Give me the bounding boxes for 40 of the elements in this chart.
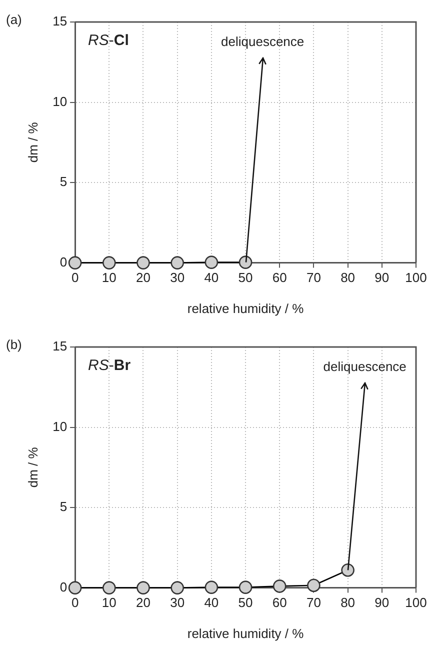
x-tick-label: 100 xyxy=(405,270,427,286)
x-tick-label: 20 xyxy=(136,270,150,286)
x-tick-label: 100 xyxy=(405,595,427,610)
annotation: deliquescence xyxy=(323,359,406,374)
x-tick-label: 90 xyxy=(374,595,390,610)
x-tick-label: 0 xyxy=(71,270,79,286)
x-axis-title: relative humidity / % xyxy=(187,626,304,641)
y-tick-label: 5 xyxy=(60,174,68,190)
x-tick-label: 10 xyxy=(102,270,116,286)
y-tick-label: 5 xyxy=(60,499,68,514)
x-tick-label: 70 xyxy=(306,270,321,286)
x-tick-label: 80 xyxy=(340,595,356,610)
y-tick-label: 0 xyxy=(60,254,68,270)
y-tick-label: 15 xyxy=(52,14,68,29)
x-tick-label: 40 xyxy=(204,595,219,610)
x-tick-label: 60 xyxy=(272,595,287,610)
x-axis-title: relative humidity / % xyxy=(187,300,304,316)
x-tick-label: 30 xyxy=(170,595,185,610)
y-axis-title: dm / % xyxy=(25,446,40,488)
y-tick-label: 10 xyxy=(52,94,68,109)
x-tick-label: 50 xyxy=(238,595,253,610)
x-tick-label: 0 xyxy=(71,595,79,610)
text: RS-Br xyxy=(88,357,131,374)
annotation: deliquescence xyxy=(221,34,304,49)
x-tick-label: 20 xyxy=(136,595,150,610)
y-tick-label: 10 xyxy=(52,418,68,434)
text: RS-Cl xyxy=(88,32,129,49)
x-tick-label: 80 xyxy=(340,270,356,286)
y-tick-label: 0 xyxy=(60,579,68,594)
x-tick-label: 50 xyxy=(238,270,253,286)
x-tick-label: 70 xyxy=(306,595,321,610)
x-tick-label: 40 xyxy=(204,270,219,286)
x-tick-label: 60 xyxy=(272,270,287,286)
y-axis-title: dm / % xyxy=(25,122,40,163)
chart-title: (b) xyxy=(6,337,22,352)
x-tick-label: 90 xyxy=(374,270,390,286)
x-tick-label: 10 xyxy=(102,595,116,610)
y-tick-label: 15 xyxy=(52,338,68,354)
chart-title: (a) xyxy=(6,12,22,27)
x-tick-label: 30 xyxy=(170,270,185,286)
